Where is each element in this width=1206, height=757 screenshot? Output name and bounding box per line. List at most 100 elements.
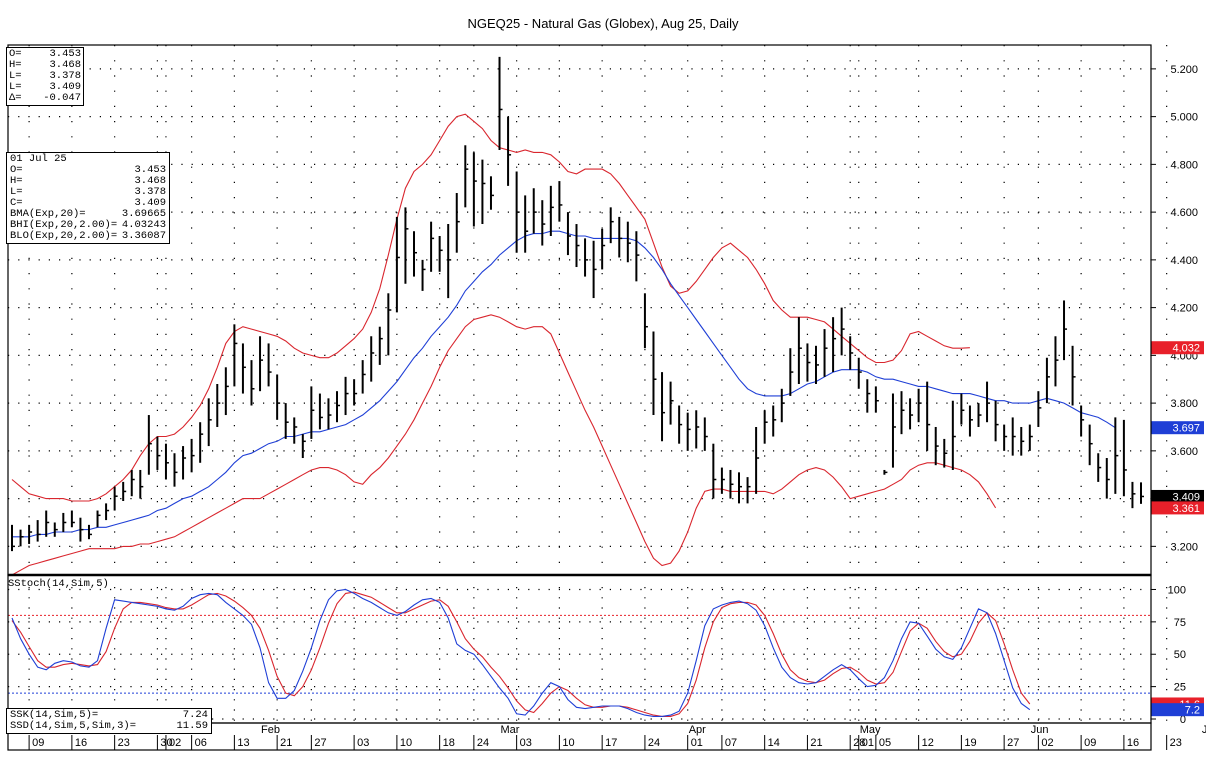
price-bar: [857, 357, 862, 389]
day-label: 28: [853, 737, 865, 749]
price-bar: [891, 393, 896, 468]
price-bar: [515, 171, 520, 253]
price-bar: [558, 181, 563, 222]
price-bar: [720, 467, 725, 494]
day-label: 16: [75, 737, 87, 749]
day-label: 14: [768, 737, 780, 749]
price-bar: [541, 200, 546, 246]
price-bar: [934, 426, 939, 466]
price-tag: 3.361: [1151, 501, 1204, 515]
month-label: Mar: [501, 724, 520, 736]
price-bar: [199, 422, 204, 463]
price-tag: 3.409: [1151, 489, 1204, 503]
stoch-lines: [11, 588, 1031, 717]
price-axis-label: 4.400: [1170, 255, 1198, 267]
price-axis-label: 4.600: [1170, 207, 1198, 219]
info-label: H=: [10, 175, 23, 187]
day-label: 09: [32, 737, 44, 749]
stoch-info-label: SSK(14,Sim,5)=: [10, 709, 99, 721]
price-bar: [96, 510, 101, 528]
price-axis-label: 5.000: [1170, 112, 1198, 124]
day-label: 12: [922, 737, 934, 749]
price-bar: [1097, 453, 1102, 482]
price-bar: [772, 405, 777, 437]
day-label: 01: [862, 737, 874, 749]
price-bar: [575, 224, 580, 268]
price-bar: [28, 524, 33, 544]
price-bar: [917, 388, 922, 423]
info-value: 3.36087: [121, 230, 166, 242]
day-label: 03: [520, 737, 532, 749]
day-label: 19: [964, 737, 976, 749]
day-label: 23: [1170, 737, 1182, 749]
info-row: O= 3.453: [10, 165, 166, 176]
info-label: BLO(Exp,20,2.00)=: [10, 230, 118, 242]
price-axis-label: 5.200: [1170, 64, 1198, 76]
price-bar: [507, 116, 512, 186]
price-bar: [233, 324, 238, 387]
quote-open-label: O=: [9, 48, 22, 60]
price-bar: [549, 185, 554, 236]
price-bar: [652, 331, 657, 416]
day-label: 02: [1041, 737, 1053, 749]
price-bar: [943, 438, 948, 468]
price-bar: [87, 524, 92, 540]
day-label: 30: [160, 737, 172, 749]
month-label: Jul: [1202, 724, 1206, 736]
day-label: 27: [314, 737, 326, 749]
quote-delta-label: Δ=: [9, 92, 22, 104]
day-label: 09: [1084, 737, 1096, 749]
last-quote-box: O= 3.453 H= 3.468 L= 3.378 L= 3.409 Δ= -0.047: [6, 47, 84, 106]
price-bar: [678, 405, 683, 444]
info-date: 01 Jul 25: [10, 153, 67, 165]
bma-line: [12, 230, 1116, 538]
price-bar: [695, 410, 700, 449]
price-bar: [703, 417, 708, 451]
price-bar: [216, 384, 221, 427]
x-axis-frame: [7, 722, 1152, 751]
info-value: 3.468: [134, 175, 166, 187]
price-bar: [524, 195, 529, 253]
price-bar: [601, 228, 606, 270]
price-bar: [421, 259, 426, 291]
info-label: BMA(Exp,20)=: [10, 208, 86, 220]
price-bar: [661, 372, 666, 442]
day-label: 07: [725, 737, 737, 749]
price-bar: [276, 374, 281, 420]
stoch-axis-label: 50: [1174, 649, 1186, 661]
price-bar: [1011, 417, 1016, 456]
bollinger-mid-average: [12, 230, 1116, 538]
info-value: 3.453: [134, 164, 166, 176]
info-row: H= 3.468: [10, 176, 166, 187]
price-bar: [1003, 424, 1008, 451]
stoch-info-box: SSK(14,Sim,5)= 7.24 SSD(14,Sim,5,Sim,3)= 11…: [6, 708, 212, 734]
price-bar: [498, 56, 503, 151]
price-bar: [11, 524, 15, 552]
price-bar: [327, 398, 332, 430]
quote-high-label: H=: [9, 59, 22, 71]
bollinger-lower-band: [11, 314, 997, 576]
price-bar: [729, 469, 734, 499]
price-bar: [669, 381, 674, 425]
price-bar: [79, 517, 84, 542]
price-bar: [951, 400, 956, 470]
month-label: Feb: [261, 724, 280, 736]
price-axis: 3.2003.4003.6003.8004.0004.2004.4004.600…: [1151, 64, 1198, 553]
bhi-line: [11, 113, 970, 502]
price-bar: [113, 486, 118, 511]
price-bar: [1020, 426, 1025, 456]
price-bar: [797, 317, 802, 385]
price-bar: [310, 386, 315, 439]
panel-frames: [7, 44, 1152, 751]
price-bar: [755, 426, 760, 494]
price-axis-label: 3.200: [1170, 541, 1198, 553]
price-bar: [1140, 482, 1144, 504]
info-value: 4.03243: [121, 219, 166, 231]
info-value: 3.378: [134, 186, 166, 198]
price-bar: [609, 207, 614, 244]
price-bar: [139, 469, 144, 499]
day-label: 24: [477, 737, 489, 749]
stoch-info-value: 7.24: [182, 709, 208, 721]
price-bar: [763, 410, 768, 444]
price-bar: [635, 231, 640, 282]
